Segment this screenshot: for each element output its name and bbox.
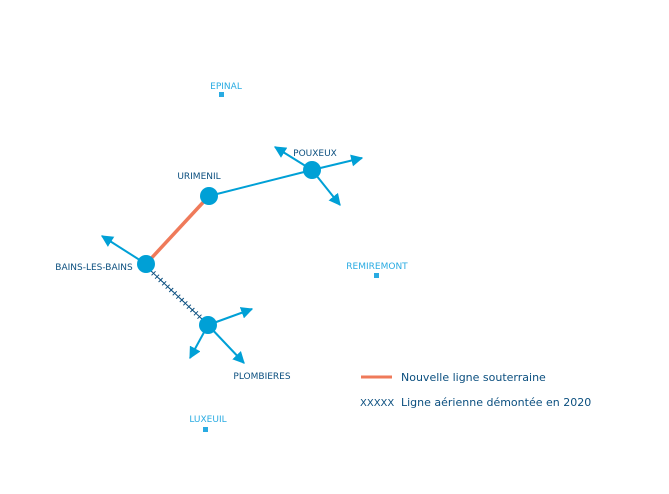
substation — [199, 316, 217, 334]
substation-label: POUXEUX — [293, 149, 337, 159]
dismantled-line — [147, 267, 206, 323]
cross — [197, 314, 202, 320]
substation-label: PLOMBIERES — [233, 372, 290, 382]
cross — [161, 280, 167, 286]
substation — [200, 187, 218, 205]
city-label: REMIREMONT — [346, 262, 408, 272]
cross — [151, 270, 156, 276]
legend-symbol: XXXXX — [360, 398, 394, 409]
arrows — [100, 146, 364, 364]
substation — [303, 161, 321, 179]
legend-label: Ligne aérienne démontée en 2020 — [401, 396, 591, 409]
cross — [165, 284, 171, 290]
cross — [172, 290, 178, 296]
city-label: EPINAL — [210, 82, 242, 92]
cross — [193, 310, 199, 316]
city-marker — [203, 427, 208, 432]
cross — [179, 297, 185, 303]
city-label: LUXEUIL — [189, 415, 226, 425]
cross — [186, 304, 192, 310]
substation-label: URIMENIL — [177, 172, 220, 182]
power-line — [208, 169, 313, 197]
cross — [182, 300, 188, 306]
cross — [154, 274, 160, 280]
cross — [168, 287, 174, 293]
legend-label: Nouvelle ligne souterraine — [401, 371, 546, 384]
cross — [190, 307, 195, 313]
substation — [137, 255, 155, 273]
city-marker — [374, 273, 379, 278]
city-marker — [219, 92, 224, 97]
substation-label: BAINS-LES-BAINS — [55, 263, 133, 273]
underground-line — [144, 194, 211, 266]
cross — [175, 294, 181, 300]
cross — [158, 277, 163, 283]
